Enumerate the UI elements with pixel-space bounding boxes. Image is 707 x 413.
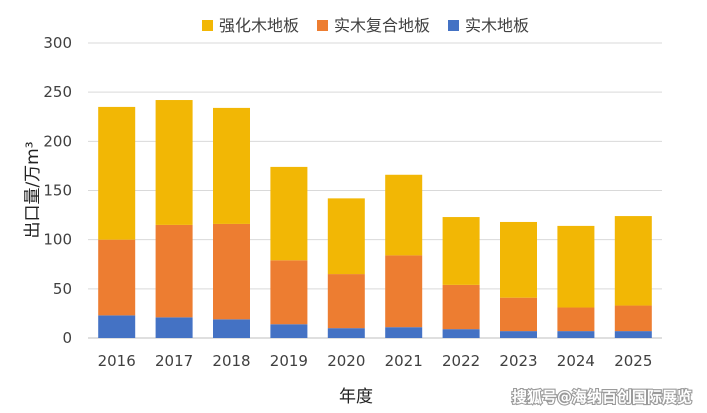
bar-segment — [442, 284, 480, 330]
bar-segment — [500, 221, 537, 298]
x-tick-label: 2017 — [155, 352, 193, 370]
bar-segment — [557, 225, 595, 308]
y-tick-labels: 0 50 100 150 200 250 300 — [43, 34, 72, 347]
bar-segment — [614, 331, 652, 338]
y-tick-label: 50 — [53, 280, 72, 298]
bar-segment — [98, 315, 136, 338]
y-tick-label: 300 — [43, 34, 72, 52]
x-tick-label: 2019 — [270, 352, 308, 370]
y-tick-label: 0 — [62, 329, 72, 347]
x-tick-label: 2021 — [385, 352, 423, 370]
x-tick-label: 2018 — [212, 352, 250, 370]
x-tick-label: 2022 — [442, 352, 480, 370]
legend-label: 实木地板 — [465, 16, 529, 35]
x-tick-label: 2023 — [499, 352, 537, 370]
bar-segment — [98, 106, 136, 240]
bar-segment — [213, 319, 250, 338]
bar-segment — [327, 274, 365, 329]
bar-segment — [155, 100, 193, 225]
bar-segment — [614, 305, 652, 332]
legend-label: 实木复合地板 — [334, 16, 430, 35]
legend-label: 强化木地板 — [219, 16, 299, 35]
x-tick-labels: 2016 2017 2018 2019 2020 2021 2022 2023 2024 2025 — [98, 352, 653, 370]
bar-segment — [557, 331, 595, 338]
bar-segment — [155, 224, 193, 318]
bar-segment — [327, 328, 365, 338]
legend-swatch — [317, 20, 328, 31]
bar-segment — [270, 166, 308, 261]
y-axis-title: 出口量/万m³ — [23, 141, 43, 238]
bar-segment — [500, 331, 537, 338]
y-tick-label: 150 — [43, 182, 72, 200]
bar-segment — [327, 198, 365, 275]
bars — [98, 100, 652, 338]
bar-segment — [557, 307, 595, 332]
y-tick-label: 250 — [43, 83, 72, 101]
x-tick-label: 2020 — [327, 352, 365, 370]
bar-segment — [442, 329, 480, 338]
bar-segment — [270, 260, 308, 325]
bar-segment — [98, 239, 136, 316]
bar-segment — [614, 216, 652, 306]
bar-segment — [442, 217, 480, 285]
bar-segment — [270, 324, 308, 338]
legend-swatch — [448, 20, 459, 31]
bar-segment — [213, 107, 250, 224]
x-tick-label: 2024 — [557, 352, 595, 370]
bar-segment — [500, 297, 537, 332]
bar-segment — [213, 223, 250, 320]
legend: 强化木地板 实木复合地板 实木地板 — [202, 16, 529, 35]
bar-segment — [385, 327, 423, 338]
bar-segment — [385, 255, 423, 328]
y-tick-label: 200 — [43, 132, 72, 150]
x-axis-title: 年度 — [339, 387, 373, 407]
watermark: 搜狐号@海纳百创国际展览 — [512, 388, 692, 406]
y-tick-label: 100 — [43, 231, 72, 249]
bar-segment — [385, 174, 423, 256]
bar-segment — [155, 317, 193, 338]
x-tick-label: 2025 — [614, 352, 652, 370]
legend-swatch — [202, 20, 213, 31]
x-tick-label: 2016 — [98, 352, 136, 370]
